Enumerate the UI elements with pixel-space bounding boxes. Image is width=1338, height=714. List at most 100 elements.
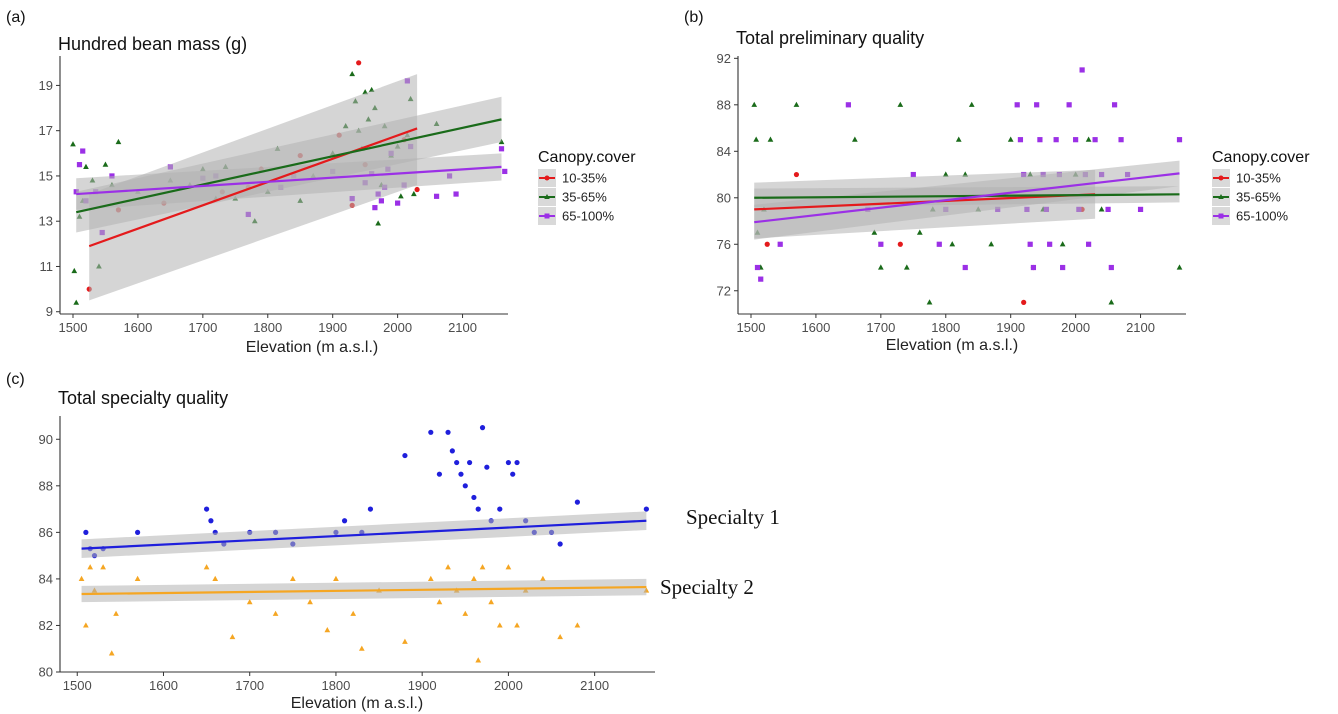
panel-c: (c) Total specialty quality 1500 1600 1700… <box>6 371 780 712</box>
x-tick-label: 1800 <box>931 320 960 335</box>
data-point-35-65- <box>793 101 800 107</box>
data-point-specialty-1 <box>445 429 451 435</box>
x-tick-label: 1700 <box>188 320 217 335</box>
data-point-65-100- <box>1086 241 1092 247</box>
data-point-65-100- <box>73 189 79 195</box>
data-point-65-100- <box>378 198 384 204</box>
panel-b-legend-title: Canopy.cover <box>1212 149 1310 166</box>
data-point-65-100- <box>1073 137 1079 143</box>
data-point-specialty-1 <box>203 506 210 512</box>
data-point-specialty-1 <box>428 429 434 435</box>
y-tick-label: 90 <box>39 432 53 447</box>
data-point-65-100- <box>76 162 83 168</box>
data-point-35-65- <box>897 101 904 107</box>
data-point-specialty-1 <box>135 529 141 535</box>
y-tick-label: 92 <box>717 51 731 66</box>
data-point-65-100- <box>962 264 968 271</box>
data-point-65-100- <box>845 102 851 108</box>
y-tick-label: 80 <box>717 190 731 205</box>
fit-line-65-100- <box>754 172 1180 224</box>
data-point-65-100- <box>1053 137 1059 143</box>
data-point-35-65- <box>926 299 933 305</box>
data-point-specialty-1 <box>505 459 512 466</box>
fit-line-65-100- <box>76 165 502 196</box>
data-point-35-65- <box>1007 136 1014 142</box>
legend-key-marker <box>544 213 550 219</box>
y-tick-label: 88 <box>717 97 731 112</box>
confidence-band-65-100- <box>76 153 502 210</box>
data-point-specialty-1 <box>497 506 503 512</box>
panel-b-plot: 1500 1600 1700 1800 1900 2000 2100 72 76 80 84 88 92 <box>717 51 1186 335</box>
data-point-35-65- <box>949 241 956 247</box>
data-point-specialty-2 <box>475 657 482 663</box>
data-point-specialty-2 <box>557 633 564 640</box>
x-tick-label: 2100 <box>580 678 609 693</box>
data-point-specialty-2 <box>113 610 119 616</box>
legend-key-marker <box>1218 175 1224 181</box>
data-point-65-100- <box>433 193 440 199</box>
data-point-35-65- <box>1059 241 1066 247</box>
data-point-65-100- <box>758 276 764 282</box>
data-point-65-100- <box>777 241 783 247</box>
data-point-35-65- <box>498 138 505 145</box>
fit-line-35-65- <box>75 118 502 214</box>
data-point-specialty-2 <box>445 564 451 570</box>
data-point-specialty-2 <box>272 610 279 616</box>
panel-a-xlabel: Elevation (m a.s.l.) <box>246 339 378 356</box>
data-point-35-65- <box>410 190 417 197</box>
data-point-35-65- <box>955 136 962 142</box>
legend-entry-label: 35-65% <box>562 190 607 205</box>
data-point-specialty-1 <box>449 448 455 454</box>
x-tick-label: 1900 <box>996 320 1025 335</box>
data-point-specialty-2 <box>134 575 141 581</box>
data-point-65-100- <box>395 200 401 206</box>
data-point-specialty-1 <box>83 529 89 535</box>
data-point-35-65- <box>71 267 78 274</box>
data-point-65-100- <box>1108 264 1114 271</box>
data-point-35-65- <box>398 193 404 199</box>
panel-b-label: (b) <box>684 9 704 26</box>
data-point-specialty-1 <box>514 459 520 466</box>
data-point-35-65- <box>115 138 122 145</box>
panel-c-title: Total specialty quality <box>58 388 228 408</box>
panel-a-legend: Canopy.cover 10-35% 35-65% 65-100% <box>538 149 636 225</box>
x-tick-label: 1700 <box>866 320 895 335</box>
data-point-10-35- <box>897 241 903 247</box>
data-point-specialty-1 <box>479 425 486 431</box>
data-point-10-35- <box>356 60 362 66</box>
data-point-65-100- <box>754 264 761 271</box>
data-point-65-100- <box>1137 206 1144 213</box>
y-tick-label: 82 <box>39 618 53 633</box>
panel-c-plot: 1500 1600 1700 1800 1900 2000 2100 80 82 84 86 88 90 <box>39 416 655 693</box>
data-point-35-65- <box>73 299 80 305</box>
data-point-65-100- <box>453 191 459 197</box>
data-point-35-65- <box>1108 299 1115 305</box>
data-point-specialty-2 <box>289 575 296 581</box>
y-tick-label: 15 <box>39 168 53 183</box>
data-point-specialty-2 <box>87 564 94 570</box>
data-point-65-100- <box>1079 67 1085 73</box>
data-point-65-100- <box>1014 102 1020 108</box>
x-tick-label: 1500 <box>59 320 88 335</box>
panel-b-title: Total preliminary quality <box>736 28 924 48</box>
data-point-specialty-2 <box>324 626 331 633</box>
panel-a-label: (a) <box>6 9 26 26</box>
data-point-specialty-2 <box>108 650 115 656</box>
data-point-65-100- <box>1118 137 1124 143</box>
data-point-65-100- <box>498 146 505 152</box>
legend-key-marker <box>1218 213 1224 219</box>
data-point-specialty-2 <box>462 610 469 616</box>
data-point-35-65- <box>871 229 878 235</box>
legend-entry-label: 65-100% <box>562 209 614 224</box>
data-point-35-65- <box>753 136 760 142</box>
x-tick-label: 1600 <box>149 678 178 693</box>
data-point-specialty-1 <box>467 459 473 466</box>
data-point-specialty-2 <box>78 575 85 581</box>
data-point-35-65- <box>102 161 109 167</box>
data-point-35-65- <box>1098 206 1105 212</box>
data-point-specialty-1 <box>462 483 468 489</box>
panel-c-xlabel: Elevation (m a.s.l.) <box>291 695 423 712</box>
y-tick-label: 11 <box>40 259 54 274</box>
data-point-specialty-1 <box>367 506 374 512</box>
data-point-specialty-1 <box>341 518 348 524</box>
